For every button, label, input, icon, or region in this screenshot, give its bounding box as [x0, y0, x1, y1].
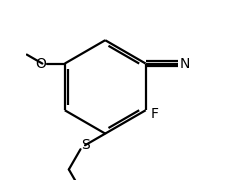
Text: S: S: [80, 138, 89, 152]
Text: F: F: [150, 107, 158, 121]
Text: O: O: [35, 56, 46, 71]
Text: N: N: [179, 56, 189, 71]
